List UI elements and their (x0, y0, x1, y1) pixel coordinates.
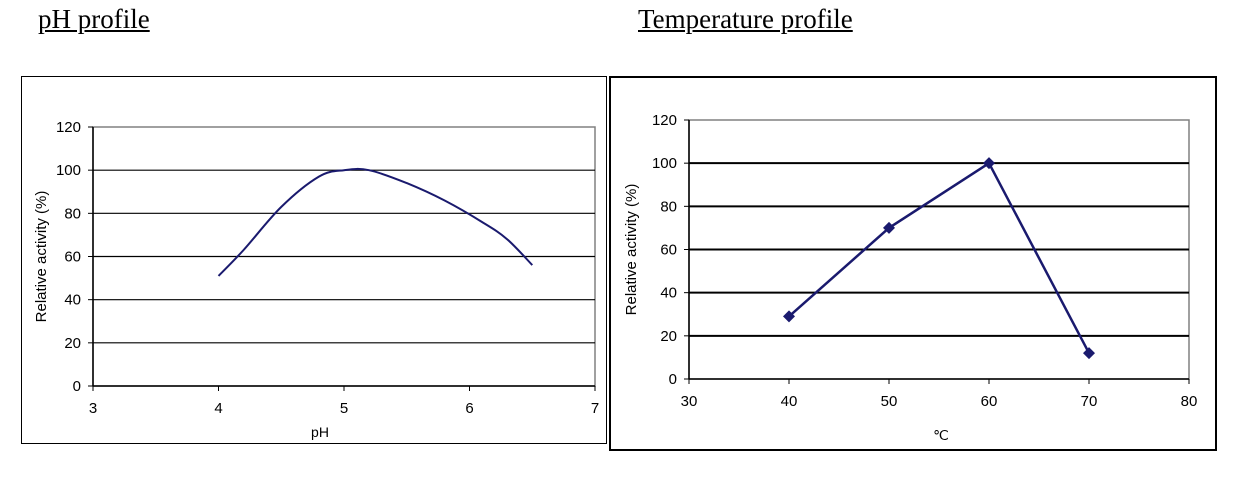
y-tick-label: 40 (64, 292, 81, 309)
x-tick-label: 7 (591, 400, 599, 417)
x-tick-label: 40 (781, 393, 798, 410)
y-tick-label: 80 (660, 198, 677, 215)
y-tick-label: 120 (56, 119, 81, 136)
temperature-profile-heading: Temperature profile (638, 4, 853, 34)
y-tick-label: 0 (669, 371, 677, 388)
y-tick-label: 0 (73, 378, 81, 395)
x-tick-label: 5 (340, 400, 348, 417)
x-tick-label: 30 (681, 393, 698, 410)
data-point-marker (783, 310, 795, 323)
y-tick-label: 20 (660, 328, 677, 345)
y-tick-label: 120 (652, 112, 677, 129)
x-tick-label: 50 (881, 393, 898, 410)
series-line (217, 167, 534, 277)
ph-chart-frame: 0 20 40 60 80 100 120 3 4 5 6 7 pH Relative activity … (21, 76, 607, 444)
y-tick-label: 100 (56, 162, 81, 179)
x-tick-label: 4 (214, 400, 222, 417)
x-tick-label: 3 (89, 400, 97, 417)
x-tick-label: 60 (981, 393, 998, 410)
x-tick-label: 80 (1181, 393, 1198, 410)
data-point-marker (883, 221, 895, 234)
y-tick-label: 80 (64, 205, 81, 222)
y-tick-label: 60 (64, 249, 81, 266)
data-point-marker (1083, 347, 1095, 360)
y-tick-label: 40 (660, 285, 677, 302)
x-tick-label: 6 (465, 400, 473, 417)
y-tick-label: 20 (64, 335, 81, 352)
y-axis-title: Relative activity (%) (33, 191, 50, 323)
ph-chart: 0 20 40 60 80 100 120 3 4 5 6 7 pH Relative activity … (33, 119, 599, 440)
x-axis-title: pH (311, 424, 329, 440)
series-line (788, 161, 1091, 354)
x-tick-label: 70 (1081, 393, 1098, 410)
y-axis-title: Relative activity (%) (623, 184, 640, 316)
ph-profile-heading: pH profile (38, 4, 150, 34)
data-point-marker (983, 157, 995, 170)
temperature-chart: 0 20 40 60 80 100 120 30 40 50 60 70 80 ℃ Relative act… (623, 112, 1198, 443)
x-axis-title: ℃ (933, 427, 949, 443)
y-tick-label: 60 (660, 242, 677, 259)
temperature-chart-frame: 0 20 40 60 80 100 120 30 40 50 60 70 80 ℃ Relative act… (609, 76, 1217, 451)
y-tick-label: 100 (652, 155, 677, 172)
